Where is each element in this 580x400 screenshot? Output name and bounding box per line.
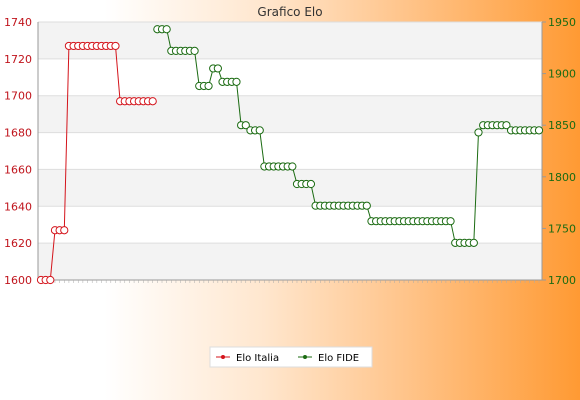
left-tick-label: 1620 xyxy=(4,237,32,250)
plot-background xyxy=(38,22,542,280)
x-axis-ticks xyxy=(40,280,540,283)
plot-band xyxy=(38,22,542,59)
right-tick-label: 1750 xyxy=(548,222,576,235)
legend-fide-label: Elo FIDE xyxy=(318,353,359,364)
series-elo-italia xyxy=(36,41,157,285)
right-tick-label: 1800 xyxy=(548,171,576,184)
legend: Elo Italia Elo FIDE xyxy=(209,346,373,368)
fide-point-marker xyxy=(213,64,222,73)
left-tick-label: 1640 xyxy=(4,200,32,213)
plot-area xyxy=(38,22,542,280)
left-tick-label: 1680 xyxy=(4,127,32,140)
legend-fide-marker xyxy=(303,355,307,359)
fide-point-marker xyxy=(502,121,511,130)
plot-band xyxy=(38,243,542,280)
left-tick-label: 1700 xyxy=(4,90,32,103)
fide-point-marker xyxy=(446,217,455,226)
italia-point-marker xyxy=(111,41,120,51)
legend-italia-marker xyxy=(221,355,225,359)
right-tick-label: 1950 xyxy=(548,16,576,29)
fide-point-marker xyxy=(474,128,483,137)
fide-point-marker xyxy=(362,201,371,210)
plot-band xyxy=(38,169,542,207)
italia-point-marker xyxy=(46,275,55,285)
fide-point-marker xyxy=(255,126,264,135)
legend-box xyxy=(209,346,373,368)
left-axis: 1600 1620 1640 1660 1680 1700 1720 1740 xyxy=(4,16,39,287)
italia-point-marker xyxy=(148,97,157,106)
series-elo-fide xyxy=(153,25,544,247)
chart-title: Grafico Elo xyxy=(257,5,322,19)
left-tick-label: 1720 xyxy=(4,53,32,66)
left-tick-label: 1600 xyxy=(4,274,32,287)
grid-lines xyxy=(38,21,542,281)
fide-point-marker xyxy=(306,179,316,189)
fide-point-marker xyxy=(162,25,171,34)
plot-band xyxy=(38,95,542,133)
fide-point-marker xyxy=(232,77,241,86)
fide-point-marker xyxy=(190,46,199,55)
right-tick-label: 1850 xyxy=(548,119,576,132)
fide-point-marker xyxy=(534,126,544,135)
fide-point-marker xyxy=(204,81,213,91)
right-tick-label: 1900 xyxy=(548,68,576,81)
fide-point-marker xyxy=(469,238,478,247)
fide-point-marker xyxy=(288,162,297,171)
right-axis: 1700 1750 1800 1850 1900 1950 xyxy=(38,16,576,287)
left-tick-label: 1660 xyxy=(4,163,32,176)
italia-point-marker xyxy=(60,226,69,235)
right-tick-label: 1700 xyxy=(548,274,576,287)
fide-point-marker xyxy=(241,121,250,130)
left-tick-label: 1740 xyxy=(4,16,32,29)
legend-italia-label: Elo Italia xyxy=(236,353,279,364)
